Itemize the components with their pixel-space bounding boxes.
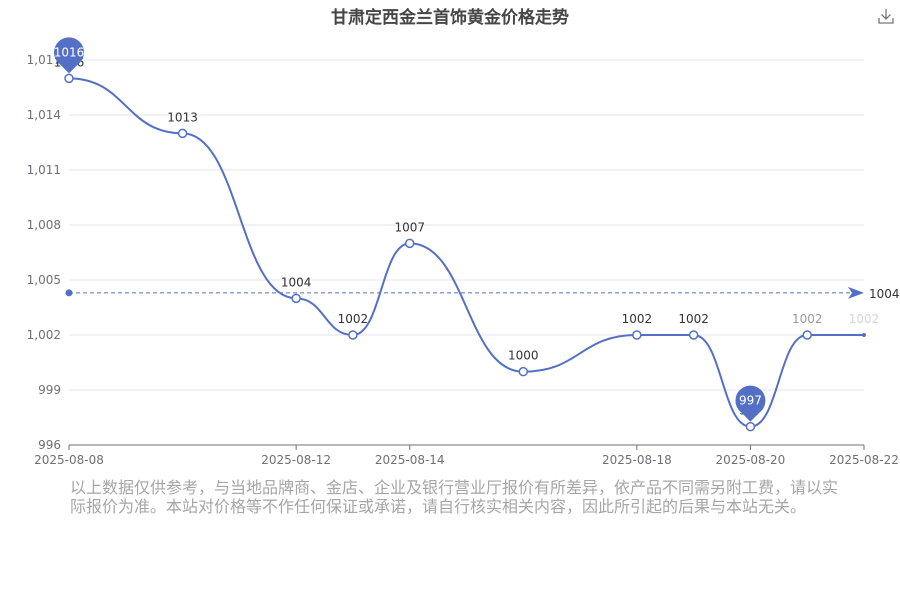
data-point [802, 330, 812, 340]
price-series [64, 73, 866, 432]
y-tick-label: 1,011 [27, 163, 61, 177]
data-point [688, 330, 699, 340]
data-labels: 1016101310041002100710001002100299710021… [54, 55, 880, 417]
average-line-start-dot [65, 289, 73, 297]
data-label: 1000 [508, 349, 539, 363]
download-icon[interactable] [876, 6, 896, 26]
y-tick-label: 1,005 [27, 273, 61, 287]
x-tick-label: 2025-08-14 [375, 453, 445, 467]
x-tick-label: 2025-08-22 [829, 453, 899, 467]
data-point [348, 330, 358, 340]
series-line [68, 77, 864, 428]
x-tick-label: 2025-08-12 [261, 453, 331, 467]
max-marker-label: 1016 [54, 45, 85, 59]
average-line-arrow [848, 286, 864, 299]
data-label: 1002 [849, 312, 880, 326]
grid-lines [69, 59, 864, 391]
y-tick-label: 1,008 [27, 218, 61, 232]
extreme-markers: 1016 997 [54, 37, 766, 422]
y-tick-label: 1,014 [27, 108, 61, 122]
axes: 996 999 1,002 1,005 1,008 1,011 1,014 1,017 2025… [27, 53, 899, 467]
data-point [632, 330, 642, 340]
x-tick-label: 2025-08-18 [602, 453, 672, 467]
data-label: 1002 [678, 312, 709, 326]
y-tick-label: 1,002 [27, 328, 61, 342]
data-point [177, 128, 188, 139]
data-point [291, 293, 301, 304]
average-line: 1004 [65, 286, 900, 301]
x-tick-label: 2025-08-08 [34, 453, 104, 467]
data-point [862, 333, 866, 337]
data-label: 1013 [167, 110, 198, 124]
y-tick-label: 996 [38, 438, 61, 452]
line-chart: 996 999 1,002 1,005 1,008 1,011 1,014 1,017 2025… [27, 37, 900, 467]
disclaimer-text: 以上数据仅供参考，与当地品牌商、金店、企业及银行营业厅报价有所差异，依产品不同需… [70, 478, 839, 516]
data-point [64, 73, 74, 84]
data-label: 1002 [338, 312, 369, 326]
data-point [745, 421, 756, 432]
average-line-label: 1004 [869, 287, 900, 301]
data-label: 1002 [792, 312, 823, 326]
chart-title: 甘肃定西金兰首饰黄金价格走势 [331, 8, 569, 28]
min-marker-label: 997 [739, 394, 762, 408]
max-marker-bubble [54, 37, 84, 68]
y-tick-label: 1,017 [27, 53, 61, 67]
data-label: 1004 [281, 275, 312, 289]
data-point [518, 366, 529, 377]
y-tick-label: 999 [38, 383, 61, 397]
data-label: 1007 [394, 220, 425, 234]
data-point [404, 238, 415, 249]
data-label: 1002 [622, 312, 653, 326]
min-marker-bubble [735, 385, 766, 416]
x-tick-label: 2025-08-20 [716, 453, 786, 467]
